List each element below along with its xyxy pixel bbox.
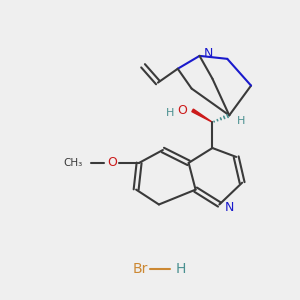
Text: Br: Br xyxy=(133,262,148,276)
Text: N: N xyxy=(224,201,234,214)
Text: CH₃: CH₃ xyxy=(63,158,82,168)
Text: H: H xyxy=(165,108,174,118)
Text: N: N xyxy=(203,47,213,60)
Polygon shape xyxy=(192,109,212,122)
Text: O: O xyxy=(107,156,117,170)
Text: H: H xyxy=(176,262,186,276)
Text: H: H xyxy=(237,116,246,126)
Text: O: O xyxy=(177,104,187,117)
